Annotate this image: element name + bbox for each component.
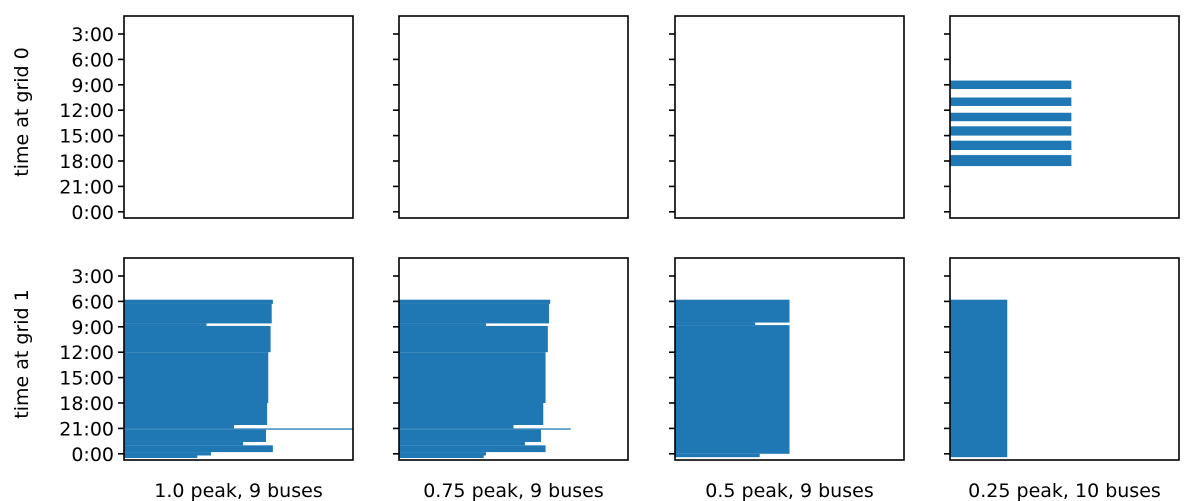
bar-r1c0-0	[124, 299, 273, 304]
ytick-label-r0-6: 21:00	[59, 176, 114, 198]
bar-r1c0-12	[124, 455, 198, 459]
bar-r1c1-11	[399, 452, 487, 456]
ylabel-row1: time at grid 1	[11, 289, 33, 418]
bar-r1c1-3	[399, 325, 548, 353]
bar-r1c1-7	[399, 428, 571, 430]
column-title-1: 0.75 peak, 9 buses	[423, 480, 604, 501]
ytick-label-r1-3: 12:00	[59, 342, 114, 364]
panel-frame-r0c0	[123, 15, 354, 219]
bar-r1c1-9	[399, 441, 525, 446]
ytick-label-r0-4: 15:00	[59, 126, 114, 148]
bar-r1c2-3	[675, 453, 760, 458]
bar-r1c1-10	[399, 445, 546, 453]
bar-r1c2-0	[675, 299, 790, 323]
ytick-label-r0-0: 3:00	[71, 24, 114, 46]
panel-frame-r0c3	[949, 15, 1180, 219]
bar-r0c3-3	[950, 126, 1072, 136]
panel-frame-r0c1	[398, 15, 629, 219]
labels-layer: 3:00 6:00 9:00 12:00 15:00 18:00 21:00 0:00 3:00…	[11, 24, 1161, 501]
bar-r1c0-10	[124, 445, 273, 453]
ytick-label-r0-2: 9:00	[71, 75, 114, 97]
bar-r1c1-12	[399, 455, 484, 459]
column-title-2: 0.5 peak, 9 buses	[705, 480, 873, 501]
panel-frame-r1c1	[398, 257, 629, 461]
ytick-label-r1-5: 18:00	[59, 393, 114, 415]
bar-r1c1-4	[399, 352, 546, 403]
bar-r1c1-0	[399, 299, 551, 304]
panel-frame-r1c0	[123, 257, 354, 461]
bar-r1c0-2	[124, 323, 207, 326]
ytick-label-r1-1: 6:00	[71, 291, 114, 313]
bar-r0c3-5	[950, 155, 1072, 167]
bar-r1c0-4	[124, 352, 269, 403]
bar-r1c0-11	[124, 452, 212, 456]
ytick-label-r1-6: 21:00	[59, 418, 114, 440]
ticks-layer	[118, 33, 950, 455]
bar-r1c0-8	[124, 429, 266, 442]
column-title-0: 1.0 peak, 9 buses	[154, 480, 322, 501]
bar-r1c0-7	[124, 428, 353, 430]
bar-r0c3-1	[950, 97, 1072, 106]
bar-r1c0-6	[124, 425, 234, 429]
bar-r1c1-5	[399, 403, 544, 426]
ytick-label-r0-7: 0:00	[71, 202, 114, 224]
panel-frame-r1c3	[949, 257, 1180, 461]
ytick-label-r0-5: 18:00	[59, 151, 114, 173]
bar-r1c0-3	[124, 325, 271, 353]
bar-r0c3-0	[950, 80, 1072, 90]
bars-layer	[124, 80, 1072, 459]
bar-r1c1-6	[399, 425, 514, 429]
ytick-label-r1-4: 15:00	[59, 368, 114, 390]
bar-r1c1-8	[399, 429, 541, 442]
bar-r0c3-2	[950, 112, 1072, 122]
bar-r1c0-1	[124, 303, 272, 324]
ytick-label-r1-2: 9:00	[71, 317, 114, 339]
bar-r1c1-1	[399, 303, 549, 324]
ytick-label-r1-0: 3:00	[71, 266, 114, 288]
bar-r1c0-5	[124, 403, 268, 426]
ytick-label-r0-3: 12:00	[59, 100, 114, 122]
panel-frame-r0c2	[674, 15, 905, 219]
ylabel-row0: time at grid 0	[11, 47, 33, 176]
bar-r0c3-4	[950, 140, 1072, 150]
ytick-label-r0-1: 6:00	[71, 49, 114, 71]
bar-r1c1-2	[399, 323, 487, 326]
bar-r1c0-9	[124, 441, 244, 446]
bar-r1c2-1	[675, 322, 756, 326]
bar-r1c2-2	[675, 325, 790, 454]
frames-layer	[123, 15, 1180, 461]
ytick-label-r1-7: 0:00	[71, 444, 114, 466]
column-title-3: 0.25 peak, 10 buses	[968, 480, 1161, 501]
panel-frame-r1c2	[674, 257, 905, 461]
bar-r1c3-0	[950, 299, 1008, 458]
